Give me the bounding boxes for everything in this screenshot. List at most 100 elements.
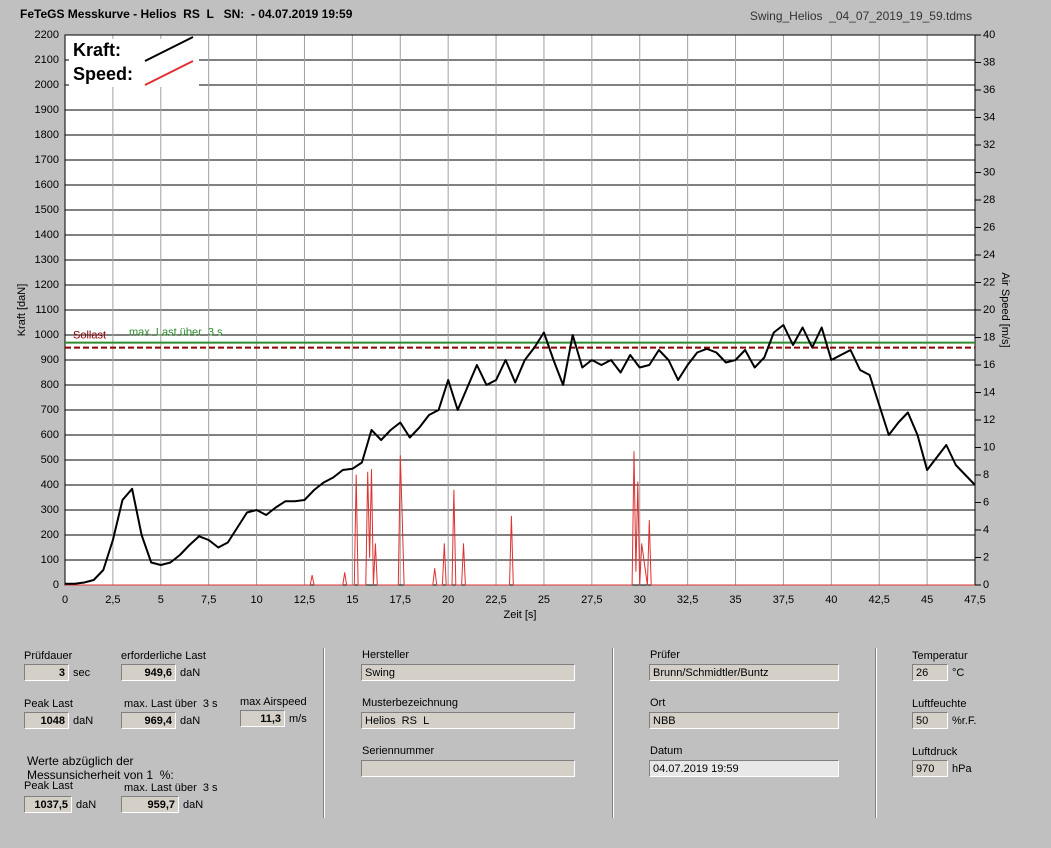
reference-label: max. Last über 3 s: [129, 327, 223, 339]
legend-label: Kraft:: [73, 40, 121, 60]
field-value: 04.07.2019 19:59: [649, 760, 839, 777]
field-label: Ort: [650, 697, 666, 709]
x-tick-label: 45: [921, 594, 933, 606]
field-label: Luftfeuchte: [912, 698, 967, 710]
field-value: 970: [912, 760, 948, 777]
y2-tick-label: 6: [983, 496, 989, 508]
x-tick-label: 7,5: [201, 594, 216, 606]
separator: [323, 648, 325, 818]
field-value: 1048: [24, 712, 69, 729]
chart-title: FeTeGS Messkurve - Helios RS L SN: - 04.…: [20, 7, 353, 21]
legend-bg: [69, 63, 199, 87]
legend-label: Speed:: [73, 64, 133, 84]
note-text: Messunsicherheit von 1 %:: [27, 768, 174, 782]
y-tick-label: 1500: [35, 204, 59, 216]
y2-axis-label: Air Speed [m/s]: [999, 272, 1011, 347]
y-tick-label: 1100: [35, 304, 59, 316]
y2-tick-label: 10: [983, 441, 995, 453]
chart: FeTeGS Messkurve - Helios RS L SN: - 04.…: [16, 7, 1011, 621]
x-tick-label: 10: [250, 594, 262, 606]
field-unit: m/s: [289, 713, 307, 725]
y-tick-label: 800: [41, 379, 59, 391]
field-unit: daN: [73, 715, 94, 727]
field-unit: hPa: [952, 763, 972, 775]
x-tick-label: 15: [346, 594, 358, 606]
field-unit: %r.F.: [952, 715, 977, 727]
x-tick-label: 20: [442, 594, 454, 606]
field-unit: sec: [73, 667, 91, 679]
note-text: Werte abzüglich der: [27, 754, 134, 768]
y2-tick-label: 32: [983, 139, 995, 151]
y-tick-label: 1700: [35, 154, 59, 166]
reference-label: Sollast: [73, 330, 106, 342]
x-axis-label: Zeit [s]: [503, 609, 536, 621]
legend-swatch: [144, 36, 194, 62]
y-tick-label: 1300: [35, 254, 59, 266]
y-tick-label: 1400: [35, 229, 59, 241]
x-tick-label: 42,5: [868, 594, 889, 606]
y2-tick-label: 36: [983, 84, 995, 96]
field-value: [361, 760, 575, 777]
x-tick-label: 5: [158, 594, 164, 606]
x-tick-label: 30: [634, 594, 646, 606]
field-value: Brunn/Schmidtler/Buntz: [649, 664, 839, 681]
x-tick-label: 0: [62, 594, 68, 606]
y-tick-label: 1600: [35, 179, 59, 191]
y2-tick-label: 28: [983, 194, 995, 206]
field-unit: daN: [180, 667, 201, 679]
y-tick-label: 1800: [35, 129, 59, 141]
field-label: Temperatur: [912, 650, 968, 662]
field-label: Hersteller: [362, 649, 410, 661]
field-label: Peak Last: [24, 698, 73, 710]
field-label: Datum: [650, 745, 683, 757]
field-label: max. Last über 3 s: [124, 782, 218, 794]
x-tick-label: 12,5: [294, 594, 315, 606]
x-tick-label: 25: [538, 594, 550, 606]
x-tick-label: 40: [825, 594, 837, 606]
legend-swatch: [144, 60, 194, 86]
y2-tick-label: 16: [983, 359, 995, 371]
series-line: [65, 451, 975, 586]
field-label: Seriennummer: [362, 745, 435, 757]
y-tick-label: 600: [41, 429, 59, 441]
y-tick-label: 2000: [35, 79, 59, 91]
field-value: 3: [24, 664, 69, 681]
field-unit: daN: [180, 715, 201, 727]
y2-tick-label: 0: [983, 579, 989, 591]
y-tick-label: 300: [41, 504, 59, 516]
file-name: Swing_Helios _04_07_2019_19_59.tdms: [750, 9, 972, 23]
y-tick-label: 0: [53, 579, 59, 591]
field-value: 949,6: [121, 664, 176, 681]
y-tick-label: 700: [41, 404, 59, 416]
x-tick-label: 37,5: [773, 594, 794, 606]
y-tick-label: 2200: [35, 29, 59, 41]
x-tick-label: 17,5: [390, 594, 411, 606]
y-tick-label: 900: [41, 354, 59, 366]
y-tick-label: 2100: [35, 54, 59, 66]
y-tick-label: 200: [41, 529, 59, 541]
field-value: 50: [912, 712, 948, 729]
field-label: Prüfdauer: [24, 650, 73, 662]
field-label: Peak Last: [24, 780, 73, 792]
x-tick-label: 35: [729, 594, 741, 606]
y2-tick-label: 4: [983, 524, 989, 536]
y2-tick-label: 12: [983, 414, 995, 426]
legend-bg: [69, 39, 199, 63]
x-tick-label: 22,5: [485, 594, 506, 606]
field-value: 1037,5: [24, 796, 72, 813]
separator: [612, 648, 614, 818]
field-value: 11,3: [240, 710, 285, 727]
field-unit: °C: [952, 667, 965, 679]
y2-tick-label: 26: [983, 221, 995, 233]
field-value: 969,4: [121, 712, 176, 729]
separator: [875, 648, 877, 818]
y-tick-label: 1000: [35, 329, 59, 341]
y2-tick-label: 40: [983, 29, 995, 41]
y2-tick-label: 24: [983, 249, 995, 261]
y2-tick-label: 38: [983, 56, 995, 68]
x-tick-label: 2,5: [105, 594, 120, 606]
y-axis-label: Kraft [daN]: [16, 284, 28, 337]
field-unit: daN: [76, 799, 97, 811]
field-label: Prüfer: [650, 649, 680, 661]
